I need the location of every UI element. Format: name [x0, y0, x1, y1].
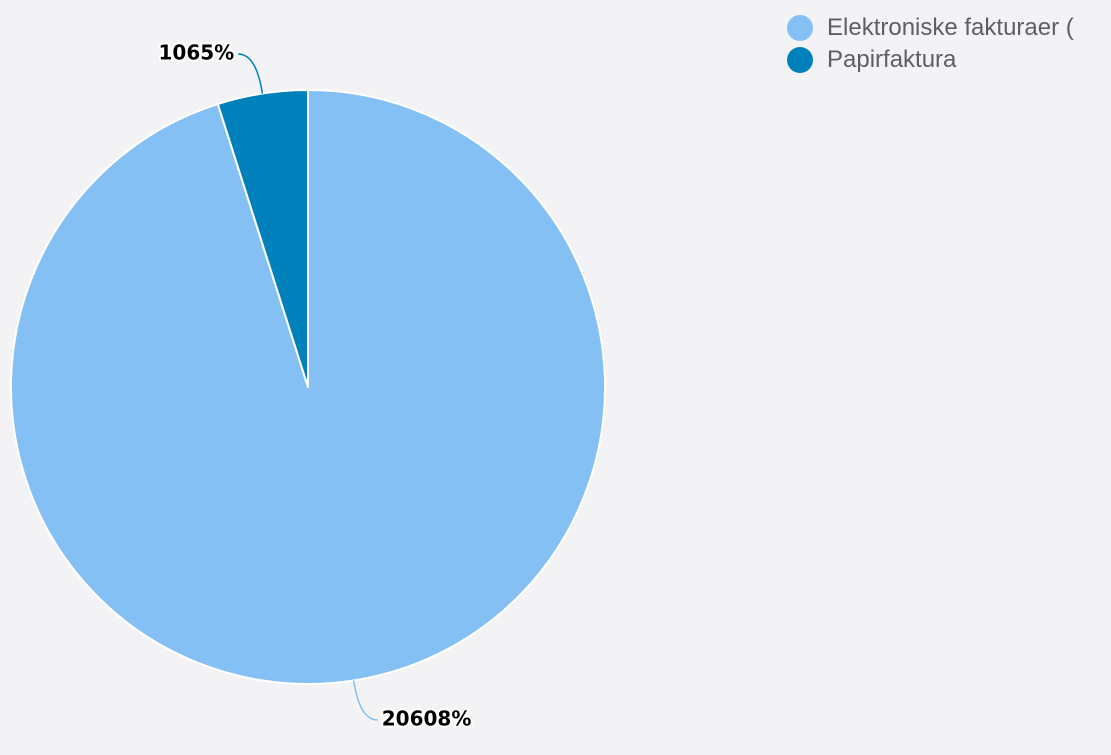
legend-label: Elektroniske fakturaer (	[827, 14, 1074, 41]
data-labels: 20608% 1065%	[157, 39, 474, 733]
legend: Elektroniske fakturaer ( Papirfaktura	[787, 12, 1111, 76]
data-label-papirfaktura: 1065%	[159, 41, 235, 65]
legend-swatch-papirfaktura	[787, 47, 813, 73]
legend-swatch-elektroniske-fakturaer	[787, 15, 813, 41]
legend-label: Papirfaktura	[827, 46, 957, 73]
legend-item-elektroniske-fakturaer[interactable]: Elektroniske fakturaer (	[787, 12, 1111, 44]
legend-item-papirfaktura[interactable]: Papirfaktura	[787, 44, 1111, 76]
leader-line-elektroniske-fakturaer	[352, 680, 378, 721]
data-label-elektroniske-fakturaer: 20608%	[382, 706, 472, 730]
pie-slice-papirfaktura[interactable]	[216, 89, 309, 388]
leader-lines	[238, 53, 378, 721]
leader-line-papirfaktura	[238, 53, 264, 94]
pie-slices	[10, 89, 606, 685]
